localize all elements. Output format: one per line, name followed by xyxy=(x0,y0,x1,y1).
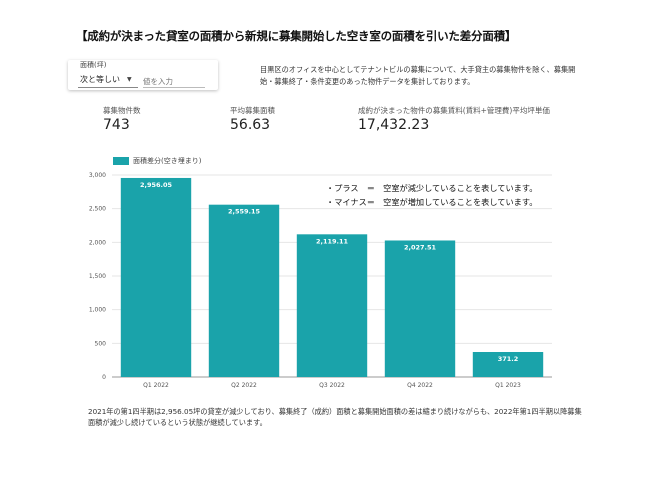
bar xyxy=(120,177,192,377)
bar xyxy=(208,204,280,377)
bar xyxy=(384,240,456,377)
footer-summary: 2021年の第1四半期は2,956.05坪の貸室が減少しており、募集終了（成約）… xyxy=(88,407,582,427)
filter-operator-select[interactable]: 次と等しい xyxy=(80,75,120,84)
y-tick-label: 500 xyxy=(95,340,107,347)
kpi-listing-count-value: 743 xyxy=(103,117,130,133)
x-tick-label: Q4 2022 xyxy=(407,382,433,389)
data-label: 2,956.05 xyxy=(140,181,173,189)
page-title: 【成約が決まった貸室の面積から新規に募集開始した空き室の面積を引いた差分面積】 xyxy=(76,29,517,43)
x-tick-label: Q2 2022 xyxy=(231,382,257,389)
kpi-average-unit-price-value: 17,432.23 xyxy=(358,117,430,133)
data-label: 2,559.15 xyxy=(228,208,261,216)
bar xyxy=(472,352,544,377)
y-tick-label: 1,500 xyxy=(89,273,106,280)
data-label: 2,027.51 xyxy=(404,243,437,251)
y-tick-label: 2,000 xyxy=(89,239,106,246)
filter-select-underline xyxy=(78,87,138,88)
dropdown-caret-icon[interactable]: ▼ xyxy=(127,76,132,83)
y-tick-label: 2,500 xyxy=(89,206,106,213)
note-plus: ・プラス ＝ 空室が減少していることを表しています。 xyxy=(326,183,538,193)
legend-label: 面積差分(空き埋まり) xyxy=(133,157,202,165)
report-description: 目黒区のオフィスを中心としてテナントビルの募集について、大手貸主の募集物件を除く… xyxy=(260,65,576,86)
kpi-average-area-label: 平均募集面積 xyxy=(230,106,275,115)
y-tick-label: 0 xyxy=(102,374,106,381)
bar xyxy=(296,234,368,377)
kpi-average-unit-price-label: 成約が決まった物件の募集賃料(賃料+管理費)平均坪単価 xyxy=(358,106,550,115)
filter-label: 面積(坪) xyxy=(80,61,107,69)
filter-value-input[interactable] xyxy=(143,76,205,88)
x-tick-label: Q1 2022 xyxy=(143,382,169,389)
note-minus: ・マイナス＝ 空室が増加していることを表しています。 xyxy=(326,197,538,207)
y-tick-label: 3,000 xyxy=(89,172,106,179)
legend-swatch xyxy=(113,157,129,165)
kpi-listing-count-label: 募集物件数 xyxy=(103,106,141,115)
data-label: 2,119.11 xyxy=(316,237,349,245)
x-tick-label: Q1 2023 xyxy=(495,382,521,389)
x-tick-label: Q3 2022 xyxy=(319,382,345,389)
data-label: 371.2 xyxy=(498,355,519,363)
y-tick-label: 1,000 xyxy=(89,307,106,314)
kpi-average-area-value: 56.63 xyxy=(230,117,271,133)
